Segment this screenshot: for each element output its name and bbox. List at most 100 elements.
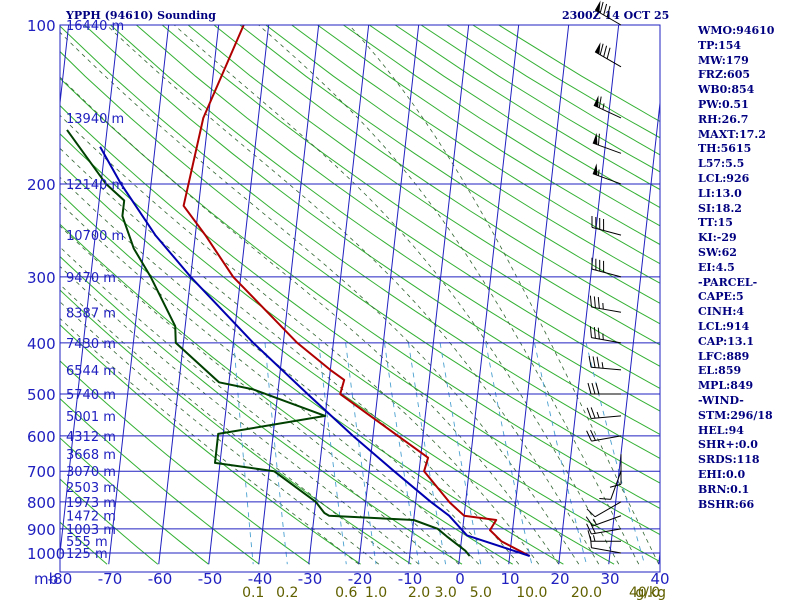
moist-adiabat-line [60, 31, 580, 565]
plot-area [60, 25, 660, 565]
moist-adiabat-line [60, 284, 400, 565]
wind-barb [591, 215, 622, 236]
moist-adiabat-line [60, 176, 500, 565]
height-label: 3668 m [66, 448, 116, 463]
mixing-ratio-label: 1.0 [365, 585, 387, 600]
mixing-ratio-line [485, 342, 533, 565]
index-item: CAPE:5 [698, 290, 744, 304]
mixing-ratio-label: 3.0 [434, 585, 456, 600]
temperature-tick-label: -80 [48, 570, 73, 588]
isotherm-line [558, 25, 620, 565]
mixing-ratio-label: 2.0 [408, 585, 430, 600]
wind-barb [589, 536, 622, 554]
index-item: MAXT:17.2 [698, 127, 766, 141]
index-item: TP:154 [698, 38, 742, 52]
dry-adiabat-line [136, 25, 660, 390]
isotherm-line [60, 25, 120, 558]
wind-barb [587, 382, 621, 395]
mixing-ratio-line [585, 342, 646, 565]
height-label: 10700 m [66, 229, 124, 244]
index-item: SI:18.2 [698, 201, 742, 215]
temperature-tick-label: 0 [455, 570, 465, 588]
index-item: -PARCEL- [698, 275, 758, 289]
parcel-line [99, 146, 531, 557]
dry-adiabat-line [60, 162, 615, 565]
isotherm-line [408, 25, 470, 565]
moist-adiabat-line [60, 225, 460, 565]
isotherm-line [508, 25, 570, 565]
isotherm-line [358, 25, 420, 565]
moist-adiabat-line [258, 25, 640, 565]
mixing-ratio-label: 40.0 [629, 585, 660, 600]
moist-adiabat-line [106, 25, 600, 565]
wind-barb [592, 163, 622, 185]
height-label: 4312 m [66, 430, 116, 445]
index-item: EHI:0.0 [698, 467, 746, 481]
grid-lines [60, 25, 660, 565]
wind-barb [587, 530, 621, 542]
dry-adiabats [60, 25, 660, 565]
moist-adiabat-line [60, 301, 380, 565]
index-item: MPL:849 [698, 379, 754, 393]
index-item: L57:5.5 [698, 157, 745, 171]
temperature-line [182, 25, 531, 557]
height-label: 1472 m [66, 510, 116, 525]
dry-adiabat-line [110, 25, 660, 412]
index-item: LFC:889 [698, 349, 750, 363]
dry-adiabat-line [265, 25, 660, 284]
dry-adiabat-line [161, 25, 660, 367]
index-item: RH:26.7 [698, 112, 749, 126]
dry-adiabat-line [60, 289, 412, 565]
mixing-ratio-label: 0.6 [335, 585, 357, 600]
index-item: TT:15 [698, 216, 733, 230]
wind-barb [592, 132, 622, 154]
wind-barb [586, 407, 622, 420]
height-label: 5740 m [66, 388, 116, 403]
index-item: PW:0.51 [698, 97, 749, 111]
dry-adiabat-line [291, 25, 660, 265]
index-item: FRZ:605 [698, 68, 751, 82]
height-label: 9470 m [66, 271, 116, 286]
temperature-tick-label: -10 [398, 570, 423, 588]
height-label: 7430 m [66, 337, 116, 352]
pressure-tick-label: 300 [27, 269, 56, 287]
dry-adiabat-line [60, 77, 660, 510]
mixing-ratio-label: 5.0 [470, 585, 492, 600]
wind-barb [589, 326, 622, 344]
pressure-tick-label: 700 [27, 463, 56, 481]
index-item: SRDS:118 [698, 453, 760, 467]
pressure-tick-label: 600 [27, 428, 56, 446]
wind-barb [593, 95, 622, 119]
wind-barb [588, 355, 622, 371]
wind-barb [585, 515, 622, 527]
temperature-tick-label: 40 [650, 570, 669, 588]
height-label: 13940 m [66, 112, 124, 127]
wind-barbs [585, 0, 622, 554]
isotherm-line [458, 25, 520, 565]
dry-adiabat-line [60, 25, 660, 459]
wind-barb [594, 0, 622, 26]
height-label: 1003 m [66, 523, 116, 538]
height-label: 555 m [66, 535, 108, 550]
plot-frame [59, 24, 661, 573]
wind-barb [609, 454, 622, 488]
pressure-tick-label: 100 [27, 17, 56, 35]
dry-adiabat-line [60, 360, 311, 565]
index-item: WMO:94610 [698, 24, 775, 37]
index-item: SHR+:0.0 [698, 438, 758, 452]
moist-adiabat-line [348, 25, 660, 565]
index-item: TH:5615 [698, 142, 752, 156]
index-item: BRN:0.1 [698, 482, 750, 496]
dry-adiabat-line [84, 25, 660, 436]
temperature-tick-label: -50 [198, 570, 223, 588]
pressure-tick-label: 200 [27, 176, 56, 194]
temperature-tick-label: -20 [348, 570, 373, 588]
temperature-tick-label: -60 [148, 570, 173, 588]
moist-adiabat-line [60, 114, 540, 565]
dry-adiabat-line [60, 133, 660, 563]
chart-timestamp: 2300Z 14 OCT 25 [562, 9, 670, 22]
index-item: LCL:926 [698, 171, 750, 185]
pressure-tick-label: 1000 [27, 545, 65, 563]
index-item: STM:296/18 [698, 408, 773, 422]
